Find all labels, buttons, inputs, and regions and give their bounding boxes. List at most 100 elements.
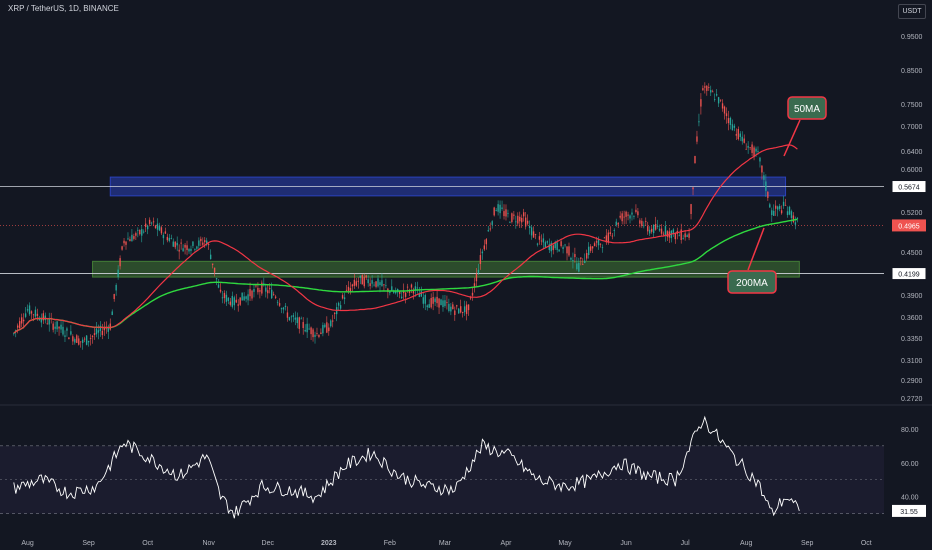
time-axis-label: Sep bbox=[801, 540, 814, 547]
candle-body bbox=[678, 235, 680, 237]
candle-body bbox=[239, 297, 241, 305]
candle-body bbox=[66, 328, 68, 331]
candle-body bbox=[150, 222, 153, 224]
candle-body bbox=[700, 99, 702, 107]
candle-body bbox=[526, 220, 529, 224]
candle-body bbox=[330, 320, 332, 327]
candle-body bbox=[690, 204, 692, 214]
level-price-label: 0.4199 bbox=[898, 272, 920, 279]
candle-body bbox=[215, 278, 218, 280]
candle-body bbox=[456, 305, 458, 307]
candle-body bbox=[302, 322, 304, 328]
candle-body bbox=[775, 205, 777, 209]
candle-body bbox=[414, 286, 417, 291]
candle-body bbox=[621, 213, 623, 222]
candle-body bbox=[649, 229, 651, 234]
candle-body bbox=[753, 147, 755, 158]
ma200-callout-pointer bbox=[747, 227, 765, 271]
candle-body bbox=[440, 299, 442, 306]
candle-body bbox=[269, 288, 271, 290]
candle-body bbox=[566, 246, 568, 254]
candle-body bbox=[80, 341, 82, 343]
candle-body bbox=[505, 209, 507, 217]
candle-body bbox=[166, 236, 169, 241]
candle-body bbox=[408, 290, 411, 293]
candle-body bbox=[473, 283, 476, 288]
candle-body bbox=[780, 210, 783, 214]
candle-body bbox=[627, 214, 629, 216]
candle-body bbox=[674, 233, 676, 240]
currency-unit-button[interactable]: USDT bbox=[898, 4, 926, 19]
candle-body bbox=[519, 216, 521, 222]
current-price-label: 0.4965 bbox=[898, 223, 920, 230]
candle-body bbox=[206, 240, 208, 245]
candle-body bbox=[784, 204, 787, 206]
candle-body bbox=[458, 308, 460, 314]
level-price-label: 0.5674 bbox=[898, 185, 920, 192]
candle-body bbox=[454, 310, 456, 315]
symbol-title: XRP / TetherUS, 1D, BINANCE bbox=[8, 4, 119, 13]
candle-body bbox=[599, 243, 602, 245]
candle-body bbox=[241, 292, 243, 301]
candle-body bbox=[190, 248, 192, 251]
candle-body bbox=[255, 285, 257, 287]
candle-body bbox=[278, 303, 281, 306]
candle-body bbox=[351, 284, 354, 287]
candle-body bbox=[631, 212, 633, 215]
level-price-tag bbox=[891, 180, 927, 194]
candle-body bbox=[365, 275, 367, 278]
candle-body bbox=[139, 229, 141, 235]
candle-body bbox=[771, 210, 773, 216]
time-axis-label: Aug bbox=[21, 540, 34, 547]
time-axis-label: Sep bbox=[82, 540, 95, 547]
candle-body bbox=[93, 333, 96, 336]
candle-body bbox=[251, 290, 253, 299]
candle-body bbox=[796, 218, 799, 220]
candle-body bbox=[438, 298, 440, 308]
candle-body bbox=[416, 287, 419, 289]
candle-body bbox=[625, 211, 627, 217]
candle-body bbox=[723, 106, 726, 114]
candle-body bbox=[259, 290, 261, 292]
candle-body bbox=[310, 327, 312, 335]
candle-body bbox=[196, 246, 198, 249]
candle-body bbox=[485, 239, 487, 245]
candle-body bbox=[475, 273, 478, 282]
price-axis-label: 0.7500 bbox=[901, 102, 923, 109]
candle-body bbox=[219, 289, 222, 292]
candle-body bbox=[607, 232, 610, 243]
candle-body bbox=[656, 225, 659, 227]
candle-body bbox=[48, 318, 50, 325]
candle-body bbox=[261, 282, 263, 294]
candle-body bbox=[349, 288, 352, 293]
candle-body bbox=[137, 229, 139, 231]
level-price-tag bbox=[891, 267, 927, 281]
candle-body bbox=[692, 187, 694, 190]
candle-body bbox=[24, 313, 27, 317]
candle-body bbox=[420, 291, 423, 297]
candle-body bbox=[345, 289, 348, 291]
rsi-axis-label: 60.00 bbox=[901, 461, 919, 468]
candle-body bbox=[176, 242, 178, 246]
candle-body bbox=[52, 323, 54, 330]
candle-body bbox=[619, 215, 621, 218]
candle-body bbox=[257, 287, 259, 293]
ma50-callout-pointer bbox=[783, 119, 801, 157]
candle-body bbox=[200, 238, 202, 242]
candle-body bbox=[509, 222, 511, 224]
candle-body bbox=[318, 334, 320, 337]
candle-body bbox=[152, 221, 155, 223]
candle-body bbox=[361, 275, 363, 285]
candle-body bbox=[426, 305, 428, 308]
candle-body bbox=[209, 254, 212, 260]
candle-body bbox=[369, 283, 371, 286]
candle-body bbox=[115, 284, 117, 291]
candle-body bbox=[168, 237, 171, 241]
rsi-value-label: 31.55 bbox=[900, 509, 918, 516]
candle-body bbox=[231, 295, 234, 307]
candle-body bbox=[103, 327, 106, 331]
candle-body bbox=[745, 148, 747, 150]
candle-body bbox=[208, 244, 210, 246]
candle-body bbox=[68, 337, 70, 340]
